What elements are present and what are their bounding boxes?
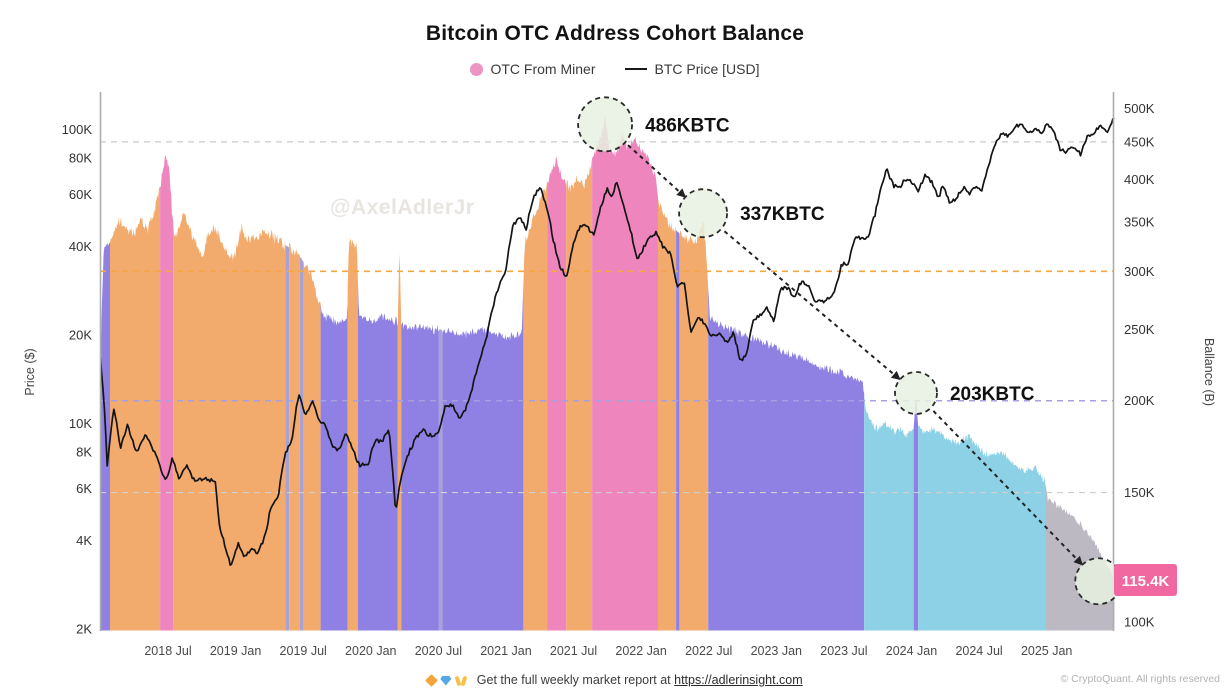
annotation-label-337kbtc: 337KBTC bbox=[740, 204, 825, 225]
annotation-label-486kbtc: 486KBTC bbox=[645, 115, 730, 136]
line-icon bbox=[625, 68, 648, 70]
right-tick-150k: 150K bbox=[1124, 485, 1155, 500]
balance-area-lavender-6 bbox=[299, 256, 304, 631]
balance-area-orange-11 bbox=[397, 253, 402, 631]
balance-area-purple-22 bbox=[708, 286, 865, 631]
left-tick-100k: 100K bbox=[62, 122, 93, 137]
left-tick-60k: 60K bbox=[69, 187, 92, 202]
x-tick-2018-jul: 2018 Jul bbox=[144, 644, 191, 658]
btc-price-line bbox=[100, 117, 1115, 567]
x-tick-2024-jan: 2024 Jan bbox=[886, 644, 937, 658]
balance-area-orange-1 bbox=[110, 186, 161, 631]
balance-area-purple-24 bbox=[913, 397, 919, 631]
balance-area-orange-9 bbox=[347, 238, 358, 631]
balance-area-orange-17 bbox=[566, 158, 593, 631]
orange-diamond-icon bbox=[425, 674, 439, 687]
right-tick-250k: 250K bbox=[1124, 322, 1155, 337]
balance-area-pink-2 bbox=[160, 155, 174, 631]
left-tick-20k: 20K bbox=[69, 328, 92, 343]
balance-area-orange-7 bbox=[303, 264, 321, 631]
x-tick-2020-jan: 2020 Jan bbox=[345, 644, 396, 658]
footer: Get the full weekly market report at htt… bbox=[0, 673, 1230, 687]
balance-area-orange-3 bbox=[173, 213, 286, 631]
balance-area-pink-18 bbox=[592, 117, 658, 631]
trend-arrowhead-2 bbox=[890, 370, 901, 381]
annotation-circle-337kbtc bbox=[678, 188, 728, 239]
trend-arrowhead-1 bbox=[676, 188, 687, 198]
x-tick-2025-jan: 2025 Jan bbox=[1021, 644, 1072, 658]
right-tick-500k: 500K bbox=[1124, 101, 1155, 116]
balance-area-orange-21 bbox=[679, 221, 709, 631]
x-tick-2023-jul: 2023 Jul bbox=[820, 644, 867, 658]
balance-area-lavender-13 bbox=[438, 329, 443, 631]
x-tick-2019-jul: 2019 Jul bbox=[280, 644, 327, 658]
blue-gem-icon bbox=[440, 675, 452, 686]
right-tick-100k: 100K bbox=[1124, 615, 1155, 630]
trend-arrow-3 bbox=[932, 410, 1078, 560]
right-tick-450k: 450K bbox=[1124, 134, 1155, 149]
footer-link[interactable]: https://adlerinsight.com bbox=[674, 673, 803, 687]
balance-area-purple-10 bbox=[357, 276, 398, 631]
trend-arrowhead-3 bbox=[1073, 555, 1083, 566]
legend: OTC From Miner BTC Price [USD] bbox=[0, 61, 1230, 77]
balance-area-lavender-4 bbox=[285, 244, 290, 631]
balance-area-pink-16 bbox=[547, 156, 567, 631]
left-tick-6k: 6K bbox=[76, 481, 92, 496]
x-tick-2020-jul: 2020 Jul bbox=[415, 644, 462, 658]
footer-icons bbox=[425, 674, 468, 687]
balance-area-orange-5 bbox=[289, 242, 300, 631]
right-axis-label: Ballance (B) bbox=[1202, 338, 1216, 406]
chart-title: Bitcoin OTC Address Cohort Balance bbox=[425, 22, 805, 45]
copyright: © CryptoQuant. All rights reserved bbox=[1060, 673, 1220, 685]
right-tick-400k: 400K bbox=[1124, 172, 1155, 187]
legend-item-otc-from-miner: OTC From Miner bbox=[470, 61, 595, 77]
left-tick-80k: 80K bbox=[69, 150, 92, 165]
balance-area-cyan-25 bbox=[918, 424, 1046, 631]
raised-hands-icon bbox=[454, 675, 468, 687]
balance-areas bbox=[100, 117, 1115, 631]
right-tick-350k: 350K bbox=[1124, 215, 1155, 230]
x-tick-2022-jul: 2022 Jul bbox=[685, 644, 732, 658]
watermark: @AxelAdlerJr bbox=[330, 196, 475, 219]
left-tick-4k: 4K bbox=[76, 533, 92, 548]
end-value-badge bbox=[1114, 564, 1177, 596]
left-tick-10k: 10K bbox=[69, 416, 92, 431]
pink-dot-icon bbox=[470, 62, 484, 76]
footer-text: Get the full weekly market report at bbox=[476, 673, 671, 687]
legend-item-btc-price: BTC Price [USD] bbox=[625, 61, 760, 77]
x-tick-2022-jan: 2022 Jan bbox=[615, 644, 666, 658]
balance-area-cyan-23 bbox=[864, 393, 914, 631]
annotation-label-203kbtc: 203KBTC bbox=[950, 384, 1035, 405]
balance-area-purple-14 bbox=[442, 283, 524, 631]
left-tick-2k: 2K bbox=[76, 622, 92, 637]
balance-area-orange-15 bbox=[523, 181, 548, 631]
trend-arrow-1 bbox=[627, 144, 681, 193]
x-tick-2019-jan: 2019 Jan bbox=[210, 644, 261, 658]
legend-label-price: BTC Price [USD] bbox=[654, 61, 760, 77]
balance-area-purple-12 bbox=[401, 322, 439, 631]
left-tick-40k: 40K bbox=[69, 239, 92, 254]
x-tick-2021-jul: 2021 Jul bbox=[550, 644, 597, 658]
right-tick-300k: 300K bbox=[1124, 264, 1155, 279]
legend-label-otc: OTC From Miner bbox=[490, 61, 596, 77]
trend-arrow-2 bbox=[723, 230, 895, 376]
axis-ticks: 100K 80K 60K 40K 20K 10K 8K 6K 4K 2K 500K 450K 400K 3… bbox=[62, 101, 1155, 658]
x-tick-2021-jan: 2021 Jan bbox=[480, 644, 531, 658]
right-tick-200k: 200K bbox=[1124, 393, 1155, 408]
annotation-circle-203kbtc bbox=[894, 371, 938, 415]
left-axis-label: Price ($) bbox=[23, 348, 37, 395]
annotation-circle-486kbtc bbox=[577, 96, 633, 153]
balance-area-purple-20 bbox=[676, 230, 680, 631]
left-tick-8k: 8K bbox=[76, 444, 92, 459]
x-tick-2024-jul: 2024 Jul bbox=[955, 644, 1002, 658]
balance-area-orange-19 bbox=[658, 197, 677, 631]
x-tick-2023-jan: 2023 Jan bbox=[751, 644, 802, 658]
end-value-badge-label: 115.4K bbox=[1122, 573, 1170, 590]
balance-area-purple-8 bbox=[320, 288, 348, 631]
